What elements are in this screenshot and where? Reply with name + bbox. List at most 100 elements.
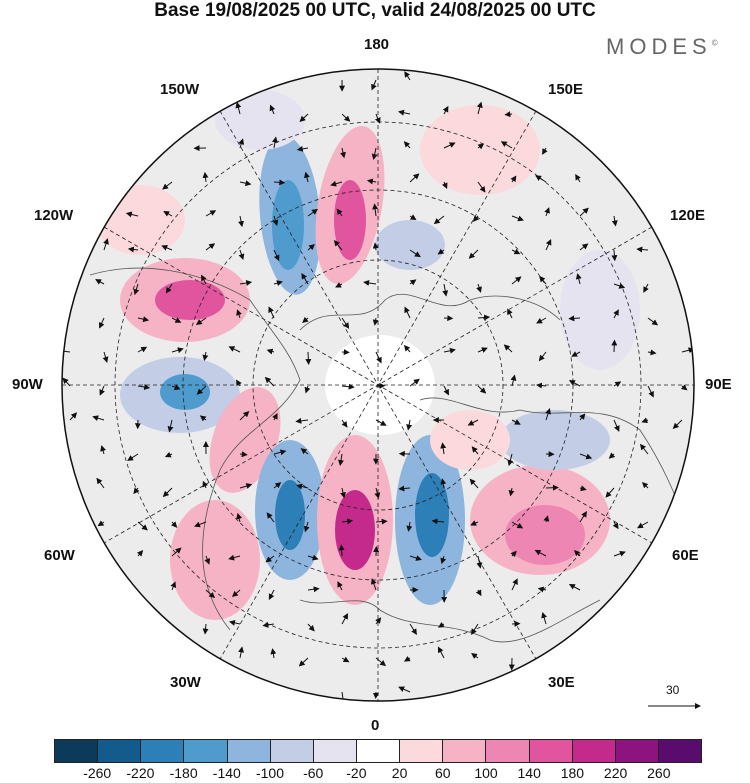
wind-vector: [541, 611, 548, 625]
anomaly-negative: [500, 410, 610, 470]
colorbar-segment: [356, 740, 401, 762]
wind-vector: [477, 347, 488, 353]
brand-text: MODES: [606, 34, 712, 59]
wind-vector: [472, 215, 480, 222]
wind-vector: [613, 419, 620, 432]
colorbar-tick-label: 260: [647, 765, 671, 781]
wind-vector: [375, 351, 382, 364]
wind-vector: [371, 147, 378, 160]
wind-vector: [409, 214, 417, 221]
wind-vector: [272, 215, 279, 227]
wind-vector: [575, 173, 581, 183]
wind-vector: [409, 249, 421, 258]
wind-vector: [476, 101, 483, 115]
wind-vector: [409, 173, 420, 183]
wind-vector: [475, 589, 482, 597]
anomaly-negative: [375, 220, 445, 270]
wind-vector: [335, 282, 343, 288]
wind-vector: [511, 215, 524, 222]
wind-vector: [477, 143, 485, 150]
wind-vector: [647, 317, 659, 326]
wind-vector: [336, 208, 343, 217]
wind-vector: [647, 349, 657, 356]
meridian: [103, 226, 653, 544]
wind-vector: [613, 283, 626, 289]
wind-vector: [536, 382, 547, 389]
wind-vector: [270, 648, 277, 659]
wind-vector: [229, 619, 241, 626]
wind-vector: [100, 445, 106, 455]
colorbar-tick-label: 100: [474, 765, 498, 781]
wind-vector: [298, 657, 309, 667]
wind-vector: [238, 646, 245, 659]
wind-vector: [545, 408, 551, 421]
wind-vector: [164, 451, 173, 458]
wind-vector: [508, 487, 515, 497]
wind-vector: [238, 138, 245, 149]
wind-vector: [340, 691, 346, 701]
wind-vector: [579, 243, 589, 251]
colorbar-segment: [529, 740, 573, 762]
wind-vector: [471, 446, 479, 455]
wind-vector: [296, 483, 309, 490]
wind-vector: [542, 147, 548, 155]
wind-vector: [510, 374, 517, 387]
lon-label-180: 180: [364, 36, 390, 53]
wind-vector: [201, 274, 207, 285]
wind-vector: [579, 453, 593, 460]
colorbar-tick-label: 180: [560, 765, 585, 781]
wind-vector: [127, 246, 139, 253]
wind-vectors: [62, 71, 694, 701]
wind-vector: [443, 385, 449, 396]
wind-vector: [605, 487, 615, 498]
wind-vector: [238, 249, 245, 261]
wind-vector: [239, 483, 253, 489]
wind-vector: [403, 655, 411, 662]
colorbar-segment: [443, 740, 487, 762]
wind-vector: [171, 347, 184, 354]
wind-vector: [375, 617, 382, 625]
wind-vector: [543, 515, 550, 523]
wind-vector: [442, 283, 449, 297]
wind-vector: [264, 376, 275, 387]
anomaly-positive: [170, 500, 260, 620]
lon-label-30w: 30W: [170, 674, 201, 691]
wind-vector: [398, 686, 411, 693]
wind-vector: [510, 175, 517, 183]
wind-vector: [406, 521, 413, 532]
wind-vector: [273, 449, 287, 456]
colorbar-tick-label: -260: [83, 765, 112, 781]
lon-label-0: 0: [371, 717, 380, 734]
anomaly-positive-core: [155, 280, 225, 320]
wind-vector: [205, 589, 216, 599]
wind-vector: [163, 211, 173, 217]
wind-vector: [544, 207, 550, 217]
anomaly-negative-core: [272, 180, 304, 270]
lon-label-60e: 60E: [672, 547, 699, 564]
wind-vector: [333, 240, 343, 251]
wind-vector: [228, 554, 241, 561]
colorbar-tick-label: 140: [517, 765, 541, 781]
wind-vector: [196, 385, 207, 395]
wind-vector: [637, 521, 649, 529]
wind-vector: [95, 279, 105, 285]
wind-vector: [307, 554, 319, 561]
wind-vector: [371, 79, 377, 91]
wind-vector: [372, 203, 379, 217]
wind-vector: [303, 171, 310, 183]
wind-vector: [295, 417, 309, 424]
wind-vector: [341, 317, 350, 329]
wind-vector: [476, 283, 482, 293]
wind-vector: [341, 518, 354, 525]
wind-vector: [133, 283, 140, 296]
wind-vector: [441, 181, 448, 190]
wind-vector: [235, 101, 242, 115]
wind-vector: [568, 380, 581, 387]
wind-vector: [136, 550, 144, 557]
wind-vector: [165, 283, 173, 294]
colorbar: [54, 739, 702, 763]
colorbar-segment: [270, 740, 314, 762]
wind-vector: [137, 316, 150, 323]
wind-vector: [330, 180, 343, 187]
